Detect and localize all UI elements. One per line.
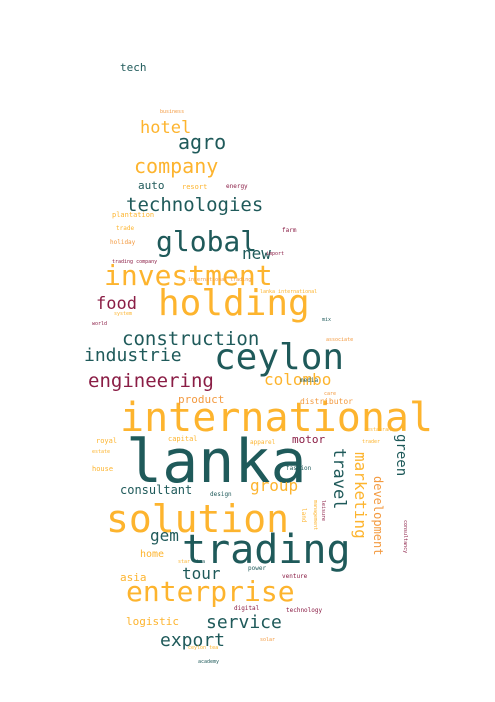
word: home <box>140 549 165 560</box>
word: venture <box>282 573 308 580</box>
word: farm <box>282 227 297 234</box>
word: design <box>210 491 232 498</box>
word: ceylon tea <box>188 645 219 651</box>
word: system <box>114 311 133 317</box>
word: asia <box>120 571 147 584</box>
word: lanka <box>126 427 307 497</box>
word: company <box>134 154 219 178</box>
word: import <box>266 251 285 257</box>
word: apparel <box>250 439 276 446</box>
word: capital <box>168 435 198 443</box>
word: tour <box>182 564 221 583</box>
word: motor <box>292 433 326 446</box>
word: enterprise <box>126 575 295 608</box>
word: holding <box>158 283 310 324</box>
word: auto <box>138 179 165 192</box>
word: engineering <box>88 370 214 392</box>
word: tech <box>120 61 147 74</box>
word: group <box>250 476 299 495</box>
word: new <box>242 244 271 263</box>
word: energy <box>226 183 248 190</box>
word: agro <box>178 130 227 154</box>
word: global <box>156 225 258 258</box>
word: associate <box>326 337 354 343</box>
word: plantation <box>112 211 155 219</box>
word: international trading <box>188 277 252 283</box>
word: holiday <box>110 239 136 246</box>
word: colombo <box>264 370 332 389</box>
word: tea <box>196 559 206 565</box>
word: development <box>371 476 385 556</box>
word: management <box>312 500 318 531</box>
word: power <box>248 565 267 572</box>
word: royal <box>96 437 118 445</box>
word: business <box>160 109 185 115</box>
word: industrie <box>84 345 182 366</box>
word: construction <box>122 328 260 350</box>
word: marketing <box>351 452 370 539</box>
word: logistic <box>126 615 179 628</box>
word: trading <box>182 527 351 573</box>
word: media <box>300 377 319 384</box>
word: restaurant <box>364 427 395 433</box>
word: food <box>96 294 137 314</box>
word: technologies <box>126 194 264 216</box>
word: service <box>206 612 282 633</box>
word: consultant <box>120 483 193 497</box>
word: solar <box>260 637 276 643</box>
word: green <box>393 434 409 477</box>
word: solution <box>106 497 290 541</box>
word: leisure <box>320 500 326 522</box>
word: fashion <box>286 465 312 472</box>
word: international <box>120 395 434 441</box>
word: estate <box>92 449 111 455</box>
word: star <box>178 559 191 565</box>
word: investment <box>104 259 273 292</box>
word: trader <box>362 439 381 445</box>
word: resort <box>182 183 208 191</box>
word: consultancy <box>402 520 408 554</box>
word: technology <box>286 607 323 614</box>
word: land <box>300 508 307 523</box>
word: house <box>92 465 114 473</box>
word: trading company <box>112 259 158 265</box>
word: distributor <box>300 397 353 406</box>
word: travel <box>329 448 349 510</box>
word: academy <box>198 659 220 665</box>
word: care <box>324 391 337 397</box>
word: world <box>92 321 108 327</box>
word: ceylon <box>214 337 345 378</box>
word: digital <box>234 605 260 612</box>
word: mix <box>322 317 332 323</box>
word: lanka international <box>260 289 318 295</box>
word: gem <box>150 526 179 545</box>
word: export <box>160 630 226 651</box>
word: product <box>178 393 225 406</box>
word: hotel <box>140 118 192 138</box>
word: trade <box>116 225 135 232</box>
